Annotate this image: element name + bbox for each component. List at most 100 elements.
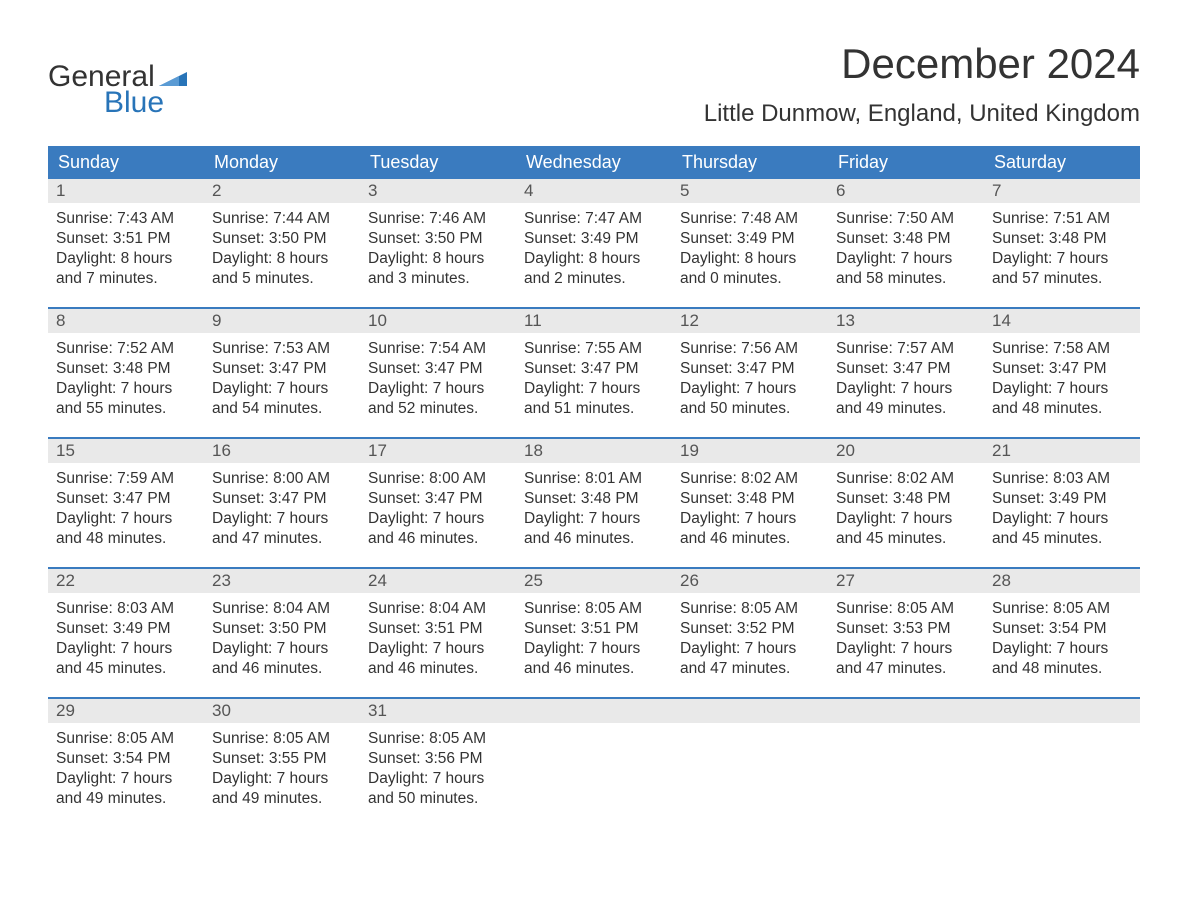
location-subtitle: Little Dunmow, England, United Kingdom — [704, 100, 1140, 128]
week-row: 15Sunrise: 7:59 AMSunset: 3:47 PMDayligh… — [48, 437, 1140, 567]
sunset-text: Sunset: 3:50 PM — [212, 619, 352, 639]
sunrise-text: Sunrise: 8:00 AM — [368, 469, 508, 489]
sunrise-text: Sunrise: 8:01 AM — [524, 469, 664, 489]
day-number: 20 — [828, 439, 984, 463]
day-cell: 29Sunrise: 8:05 AMSunset: 3:54 PMDayligh… — [48, 699, 204, 827]
daylight-text: Daylight: 7 hours and 45 minutes. — [56, 639, 196, 679]
daylight-text: Daylight: 7 hours and 46 minutes. — [680, 509, 820, 549]
sunset-text: Sunset: 3:48 PM — [836, 489, 976, 509]
day-number: 31 — [360, 699, 516, 723]
day-body: Sunrise: 7:50 AMSunset: 3:48 PMDaylight:… — [828, 203, 984, 300]
day-number — [672, 699, 828, 723]
logo: General Blue — [48, 40, 187, 120]
sunset-text: Sunset: 3:47 PM — [56, 489, 196, 509]
flag-icon — [159, 68, 187, 86]
daylight-text: Daylight: 7 hours and 49 minutes. — [56, 769, 196, 809]
day-header-cell: Friday — [828, 146, 984, 179]
sunset-text: Sunset: 3:48 PM — [680, 489, 820, 509]
sunrise-text: Sunrise: 8:04 AM — [368, 599, 508, 619]
day-cell: 30Sunrise: 8:05 AMSunset: 3:55 PMDayligh… — [204, 699, 360, 827]
day-number: 3 — [360, 179, 516, 203]
day-body: Sunrise: 8:05 AMSunset: 3:56 PMDaylight:… — [360, 723, 516, 820]
day-cell: 1Sunrise: 7:43 AMSunset: 3:51 PMDaylight… — [48, 179, 204, 307]
day-header-cell: Saturday — [984, 146, 1140, 179]
day-cell: 6Sunrise: 7:50 AMSunset: 3:48 PMDaylight… — [828, 179, 984, 307]
day-body: Sunrise: 7:58 AMSunset: 3:47 PMDaylight:… — [984, 333, 1140, 430]
day-body: Sunrise: 7:57 AMSunset: 3:47 PMDaylight:… — [828, 333, 984, 430]
day-cell: 22Sunrise: 8:03 AMSunset: 3:49 PMDayligh… — [48, 569, 204, 697]
day-cell: 12Sunrise: 7:56 AMSunset: 3:47 PMDayligh… — [672, 309, 828, 437]
daylight-text: Daylight: 7 hours and 51 minutes. — [524, 379, 664, 419]
sunrise-text: Sunrise: 8:03 AM — [992, 469, 1132, 489]
sunrise-text: Sunrise: 7:58 AM — [992, 339, 1132, 359]
day-body: Sunrise: 7:52 AMSunset: 3:48 PMDaylight:… — [48, 333, 204, 430]
day-body: Sunrise: 8:00 AMSunset: 3:47 PMDaylight:… — [204, 463, 360, 560]
day-body: Sunrise: 7:47 AMSunset: 3:49 PMDaylight:… — [516, 203, 672, 300]
day-number: 8 — [48, 309, 204, 333]
day-body: Sunrise: 7:56 AMSunset: 3:47 PMDaylight:… — [672, 333, 828, 430]
sunrise-text: Sunrise: 7:48 AM — [680, 209, 820, 229]
daylight-text: Daylight: 8 hours and 7 minutes. — [56, 249, 196, 289]
day-body: Sunrise: 8:05 AMSunset: 3:54 PMDaylight:… — [984, 593, 1140, 690]
day-cell — [672, 699, 828, 827]
day-body: Sunrise: 8:02 AMSunset: 3:48 PMDaylight:… — [828, 463, 984, 560]
daylight-text: Daylight: 7 hours and 46 minutes. — [212, 639, 352, 679]
day-number: 2 — [204, 179, 360, 203]
title-block: December 2024 Little Dunmow, England, Un… — [704, 40, 1140, 128]
day-body: Sunrise: 7:54 AMSunset: 3:47 PMDaylight:… — [360, 333, 516, 430]
day-number: 30 — [204, 699, 360, 723]
sunrise-text: Sunrise: 8:05 AM — [56, 729, 196, 749]
header: General Blue December 2024 Little Dunmow… — [48, 40, 1140, 128]
sunrise-text: Sunrise: 7:47 AM — [524, 209, 664, 229]
daylight-text: Daylight: 8 hours and 5 minutes. — [212, 249, 352, 289]
day-number: 21 — [984, 439, 1140, 463]
sunrise-text: Sunrise: 7:53 AM — [212, 339, 352, 359]
day-body: Sunrise: 8:03 AMSunset: 3:49 PMDaylight:… — [984, 463, 1140, 560]
sunset-text: Sunset: 3:51 PM — [56, 229, 196, 249]
daylight-text: Daylight: 8 hours and 2 minutes. — [524, 249, 664, 289]
sunrise-text: Sunrise: 7:55 AM — [524, 339, 664, 359]
day-cell: 20Sunrise: 8:02 AMSunset: 3:48 PMDayligh… — [828, 439, 984, 567]
sunrise-text: Sunrise: 7:43 AM — [56, 209, 196, 229]
daylight-text: Daylight: 7 hours and 48 minutes. — [56, 509, 196, 549]
day-body: Sunrise: 7:48 AMSunset: 3:49 PMDaylight:… — [672, 203, 828, 300]
sunrise-text: Sunrise: 7:51 AM — [992, 209, 1132, 229]
day-body: Sunrise: 8:05 AMSunset: 3:55 PMDaylight:… — [204, 723, 360, 820]
day-number: 11 — [516, 309, 672, 333]
day-header-row: SundayMondayTuesdayWednesdayThursdayFrid… — [48, 146, 1140, 179]
day-cell: 24Sunrise: 8:04 AMSunset: 3:51 PMDayligh… — [360, 569, 516, 697]
daylight-text: Daylight: 7 hours and 49 minutes. — [212, 769, 352, 809]
day-number: 6 — [828, 179, 984, 203]
day-cell: 14Sunrise: 7:58 AMSunset: 3:47 PMDayligh… — [984, 309, 1140, 437]
day-number: 9 — [204, 309, 360, 333]
day-number: 25 — [516, 569, 672, 593]
day-body: Sunrise: 8:05 AMSunset: 3:52 PMDaylight:… — [672, 593, 828, 690]
week-row: 29Sunrise: 8:05 AMSunset: 3:54 PMDayligh… — [48, 697, 1140, 827]
day-cell: 9Sunrise: 7:53 AMSunset: 3:47 PMDaylight… — [204, 309, 360, 437]
sunset-text: Sunset: 3:48 PM — [992, 229, 1132, 249]
day-body: Sunrise: 8:02 AMSunset: 3:48 PMDaylight:… — [672, 463, 828, 560]
day-number: 12 — [672, 309, 828, 333]
day-cell: 31Sunrise: 8:05 AMSunset: 3:56 PMDayligh… — [360, 699, 516, 827]
day-cell: 13Sunrise: 7:57 AMSunset: 3:47 PMDayligh… — [828, 309, 984, 437]
day-cell: 26Sunrise: 8:05 AMSunset: 3:52 PMDayligh… — [672, 569, 828, 697]
day-body: Sunrise: 7:51 AMSunset: 3:48 PMDaylight:… — [984, 203, 1140, 300]
day-body: Sunrise: 7:44 AMSunset: 3:50 PMDaylight:… — [204, 203, 360, 300]
sunset-text: Sunset: 3:52 PM — [680, 619, 820, 639]
daylight-text: Daylight: 7 hours and 52 minutes. — [368, 379, 508, 419]
day-number: 4 — [516, 179, 672, 203]
day-cell: 21Sunrise: 8:03 AMSunset: 3:49 PMDayligh… — [984, 439, 1140, 567]
day-header-cell: Wednesday — [516, 146, 672, 179]
sunset-text: Sunset: 3:47 PM — [368, 359, 508, 379]
sunset-text: Sunset: 3:47 PM — [212, 489, 352, 509]
day-cell — [828, 699, 984, 827]
daylight-text: Daylight: 7 hours and 45 minutes. — [992, 509, 1132, 549]
day-header-cell: Thursday — [672, 146, 828, 179]
sunset-text: Sunset: 3:54 PM — [56, 749, 196, 769]
day-number: 15 — [48, 439, 204, 463]
daylight-text: Daylight: 7 hours and 50 minutes. — [368, 769, 508, 809]
day-cell: 11Sunrise: 7:55 AMSunset: 3:47 PMDayligh… — [516, 309, 672, 437]
daylight-text: Daylight: 7 hours and 49 minutes. — [836, 379, 976, 419]
sunrise-text: Sunrise: 8:05 AM — [212, 729, 352, 749]
day-body: Sunrise: 8:05 AMSunset: 3:51 PMDaylight:… — [516, 593, 672, 690]
